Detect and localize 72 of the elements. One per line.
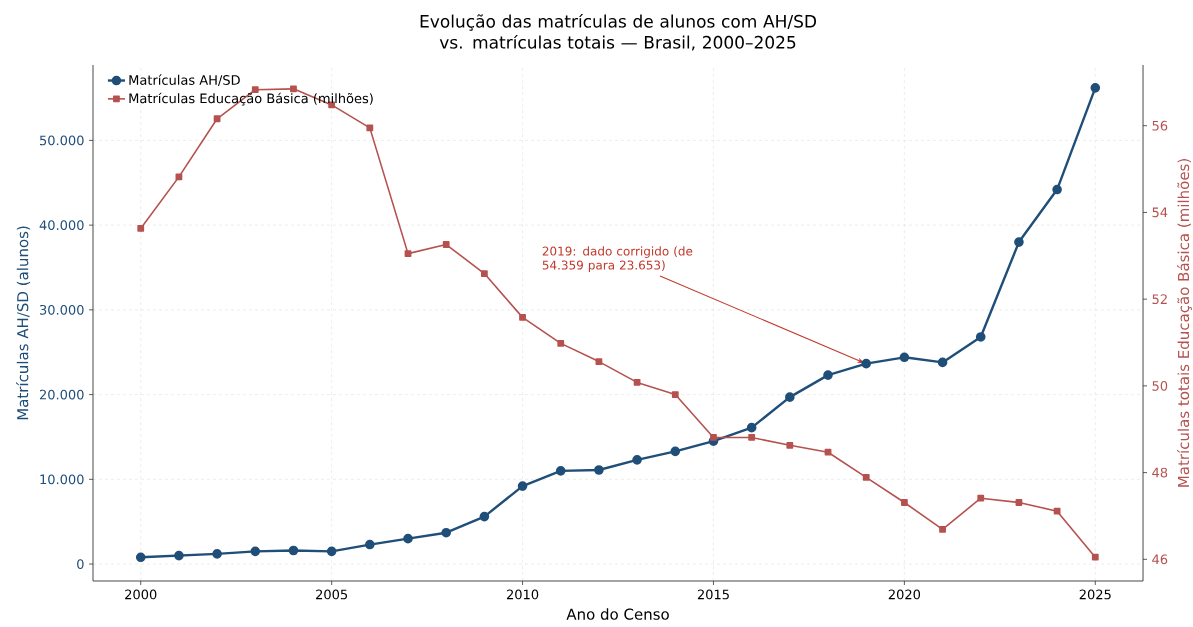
y2-tick-label: 50 [1152, 380, 1168, 391]
point [366, 124, 374, 132]
point [1052, 184, 1062, 195]
point [633, 379, 641, 386]
y-tick-label: 40.000 [39, 220, 84, 231]
annotation: 2019: dado corrigido (de 54.359 para 23.653) [542, 246, 693, 272]
point [900, 499, 908, 506]
point [975, 332, 986, 342]
point [823, 370, 833, 380]
point [594, 465, 604, 475]
y2-tick-label: 56 [1152, 120, 1168, 131]
y2-tick-label: 48 [1152, 467, 1168, 478]
point [365, 539, 375, 550]
point [213, 115, 221, 123]
y2-axis-title: Matrículas totais Educação Básica (milhões) [1176, 159, 1192, 487]
x-tick-label: 2020 [888, 589, 921, 600]
point [710, 434, 717, 441]
point [441, 527, 451, 538]
point [671, 391, 679, 398]
point [557, 339, 565, 347]
point [977, 494, 985, 502]
point [746, 422, 757, 433]
point [595, 358, 603, 365]
x-tick-label: 2025 [1079, 589, 1111, 600]
point [862, 473, 870, 481]
point [937, 357, 948, 368]
point [137, 225, 145, 232]
y2-tick-label: 52 [1152, 294, 1167, 305]
y-tick-label: 20.000 [39, 389, 84, 400]
point [861, 358, 871, 369]
x-tick-label: 2015 [697, 589, 729, 600]
y-tick-label: 50.000 [40, 135, 84, 146]
point [632, 455, 642, 465]
point [288, 545, 299, 556]
point [404, 250, 412, 258]
x-axis-title: Ano do Censo [566, 608, 669, 620]
point [1090, 83, 1101, 93]
point [1015, 499, 1023, 506]
point [175, 173, 183, 181]
point [326, 546, 337, 557]
point [670, 446, 681, 457]
point [748, 434, 756, 441]
x-tick-label: 2005 [316, 589, 348, 600]
point [403, 533, 413, 544]
point [479, 511, 490, 522]
point [212, 549, 222, 559]
y2-tick-label: 46 [1152, 554, 1168, 565]
y-tick-label: 0 [77, 559, 84, 569]
x-tick-label: 2010 [506, 589, 539, 600]
y2-tick-label: 54 [1152, 207, 1168, 218]
point [1014, 237, 1024, 247]
legend-label: Matrículas AH/SD [129, 74, 240, 86]
point [442, 241, 450, 248]
point [785, 392, 795, 402]
y-axis-title: Matrículas AH/SD (alunos) [16, 226, 31, 420]
point [480, 270, 488, 277]
x-tick-label: 2000 [125, 589, 157, 600]
y-tick-label: 10.000 [40, 474, 84, 485]
y-tick-label: 30.000 [39, 304, 84, 315]
point [250, 546, 261, 557]
point [174, 550, 184, 561]
point [135, 552, 146, 563]
point [519, 313, 526, 321]
point [1053, 507, 1061, 515]
point [939, 526, 946, 533]
point [517, 481, 528, 491]
point [786, 441, 794, 449]
point [824, 448, 832, 456]
point [1091, 553, 1099, 561]
point [899, 352, 910, 363]
point [555, 466, 566, 476]
chart-title: Evolução das matrículas de alunos com AH/SD vs. matrículas totais — Brasil, 2000–2025 [420, 13, 817, 51]
